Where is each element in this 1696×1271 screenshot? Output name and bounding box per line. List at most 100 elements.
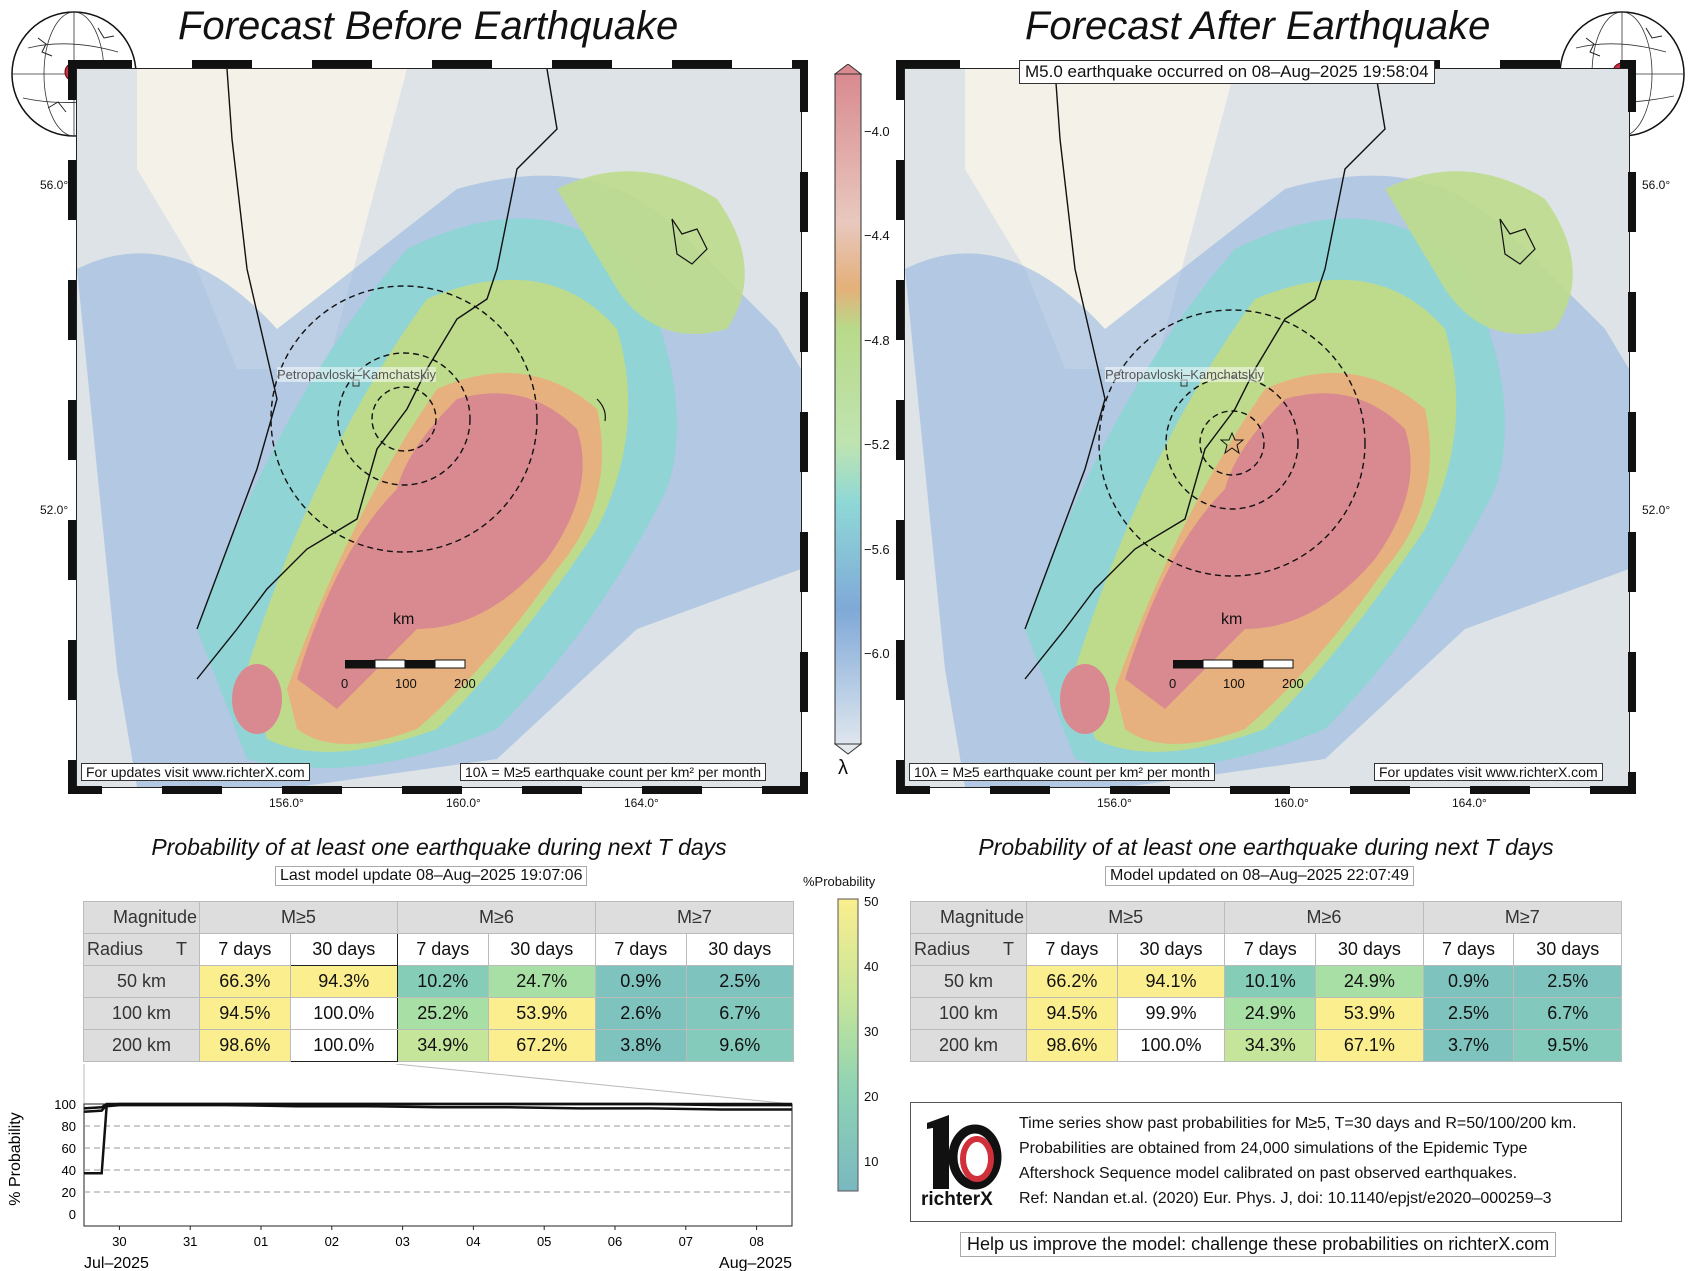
left-updates-link[interactable]: For updates visit www.richterX.com [81, 763, 310, 781]
period-header: 7 days [1026, 933, 1118, 966]
colorbar-tick: −5.2 [864, 437, 890, 452]
right-scale-label-100: 100 [1223, 676, 1245, 691]
radius-label: 50 km [910, 965, 1027, 998]
prob-colorbar-label: %Probability [803, 874, 876, 889]
info-line: Aftershock Sequence model calibrated on … [1019, 1165, 1518, 1182]
prob-colorbar-tick: 10 [864, 1154, 879, 1169]
prob-cell: 3.8% [594, 1029, 687, 1062]
right-lat-52: 52.0° [1642, 503, 1671, 517]
y-tick-label: 100 [54, 1097, 76, 1112]
colorbar-symbol: λ [838, 757, 848, 779]
y-tick-label: 60 [62, 1141, 76, 1156]
left-lon-160: 160.0° [446, 796, 481, 810]
left-lon-164: 164.0° [624, 796, 659, 810]
info-line: Probabilities are obtained from 24,000 s… [1019, 1140, 1528, 1157]
prob-cell: 6.7% [685, 997, 795, 1030]
colorbar-tick: −5.6 [864, 542, 890, 557]
right-lon-164: 164.0° [1452, 796, 1487, 810]
info-box: richterX Time series show past probabili… [910, 1102, 1622, 1222]
prob-colorbar [837, 898, 859, 1192]
y-axis-label: % Probability [7, 1112, 24, 1205]
mag-header: M≥5 [199, 901, 398, 934]
x-tick-label: 02 [325, 1234, 339, 1249]
prob-cell: 25.2% [396, 997, 489, 1030]
x-tick-label: 30 [112, 1234, 126, 1249]
period-header: 7 days [199, 933, 291, 966]
left-scale-label-100: 100 [395, 676, 417, 691]
period-header: 30 days [1513, 933, 1622, 966]
corner-magnitude: Magnitude [83, 901, 200, 934]
left-scale-label-200: 200 [454, 676, 476, 691]
right-lambda-legend: 10λ = M≥5 earthquake count per km² per m… [909, 763, 1216, 781]
prob-colorbar-tick: 30 [864, 1024, 879, 1039]
left-lat-56: 56.0° [40, 178, 69, 192]
plot-area [83, 1103, 793, 1227]
corner-radius: Radius [914, 939, 971, 959]
epicenter-star-icon [1219, 431, 1245, 455]
prob-cell: 100.0% [1116, 1029, 1226, 1062]
left-lon-156: 156.0° [269, 796, 304, 810]
mag-header: M≥5 [1025, 901, 1226, 934]
prob-cell: 0.9% [1422, 965, 1515, 998]
prob-cell: 10.1% [1224, 965, 1317, 998]
prob-cell: 67.1% [1315, 1029, 1424, 1062]
x-month-right: Aug–2025 [719, 1255, 792, 1271]
period-header: 30 days [487, 933, 596, 966]
y-tick-label: 20 [62, 1185, 76, 1200]
prob-cell: 94.3% [289, 965, 398, 998]
series-line [83, 1102, 792, 1110]
prob-cell: 67.2% [487, 1029, 596, 1062]
probability-time-series-chart: 100 80 60 40 20 0 30 31 01 02 03 04 05 06 07 08 Jul–2025… [7, 1064, 793, 1271]
right-lon-156: 156.0° [1097, 796, 1132, 810]
left-prob-table: Magnitude M≥5 M≥6 M≥7 Radius T 7 days 30 … [83, 901, 795, 1062]
logo-text: richterX [921, 1189, 993, 1210]
prob-cell: 34.9% [396, 1029, 489, 1062]
prob-cell: 34.3% [1224, 1029, 1317, 1062]
x-tick-label: 01 [254, 1234, 268, 1249]
prob-cell: 100.0% [289, 997, 398, 1030]
left-update-time: Last model update 08–Aug–2025 19:07:06 [275, 866, 588, 886]
period-header: 7 days [1224, 933, 1317, 966]
left-city-label: Petropavloski–Kamchatskiy [277, 367, 436, 382]
period-header: 30 days [1116, 933, 1226, 966]
prob-cell: 24.9% [1315, 965, 1424, 998]
mag-header: M≥6 [1224, 901, 1424, 934]
left-scale-unit: km [393, 611, 415, 628]
right-map-title: Forecast After Earthquake [1025, 4, 1491, 48]
left-forecast-map[interactable]: Petropavloski–Kamchatskiy km 0 100 200 F… [76, 68, 802, 788]
event-banner: M5.0 earthquake occurred on 08–Aug–2025 … [1019, 60, 1435, 84]
period-header: 30 days [1315, 933, 1424, 966]
right-updates-link[interactable]: For updates visit www.richterX.com [1374, 763, 1603, 781]
right-prob-title: Probability of at least one earthquake d… [978, 834, 1554, 860]
prob-cell: 0.9% [594, 965, 687, 998]
period-header: 7 days [1422, 933, 1515, 966]
right-scale-unit: km [1221, 611, 1243, 628]
prob-colorbar-tick: 20 [864, 1089, 879, 1104]
prob-cell: 24.9% [1224, 997, 1317, 1030]
y-tick-label: 0 [69, 1207, 76, 1222]
mag-header: M≥7 [594, 901, 795, 934]
colorbar-tick: −4.4 [864, 228, 890, 243]
prob-colorbar-tick: 50 [864, 894, 879, 909]
info-line: Time series show past probabilities for … [1019, 1115, 1577, 1132]
prob-cell: 2.6% [594, 997, 687, 1030]
right-city-label: Petropavloski–Kamchatskiy [1105, 367, 1264, 382]
help-link[interactable]: Help us improve the model: challenge the… [960, 1232, 1557, 1257]
left-map-frame [68, 60, 808, 794]
richterx-logo-icon [927, 1115, 1002, 1190]
corner-t: T [176, 939, 187, 959]
prob-cell: 2.5% [1513, 965, 1622, 998]
x-tick-label: 08 [749, 1234, 763, 1249]
colorbar-tick: −4.0 [864, 124, 890, 139]
prob-cell: 2.5% [1422, 997, 1515, 1030]
prob-cell: 10.2% [396, 965, 489, 998]
right-prob-table: Magnitude M≥5 M≥6 M≥7 Radius T 7 days 30 … [910, 901, 1623, 1062]
x-month-left: Jul–2025 [84, 1255, 149, 1271]
prob-colorbar-tick: 40 [864, 959, 879, 974]
prob-cell: 94.5% [199, 997, 291, 1030]
x-tick-label: 07 [679, 1234, 693, 1249]
prob-cell: 24.7% [487, 965, 596, 998]
right-forecast-map[interactable]: Petropavloski–Kamchatskiy km 0 100 200 1… [904, 68, 1630, 788]
period-header: 30 days [289, 933, 398, 966]
left-lat-52: 52.0° [40, 503, 69, 517]
